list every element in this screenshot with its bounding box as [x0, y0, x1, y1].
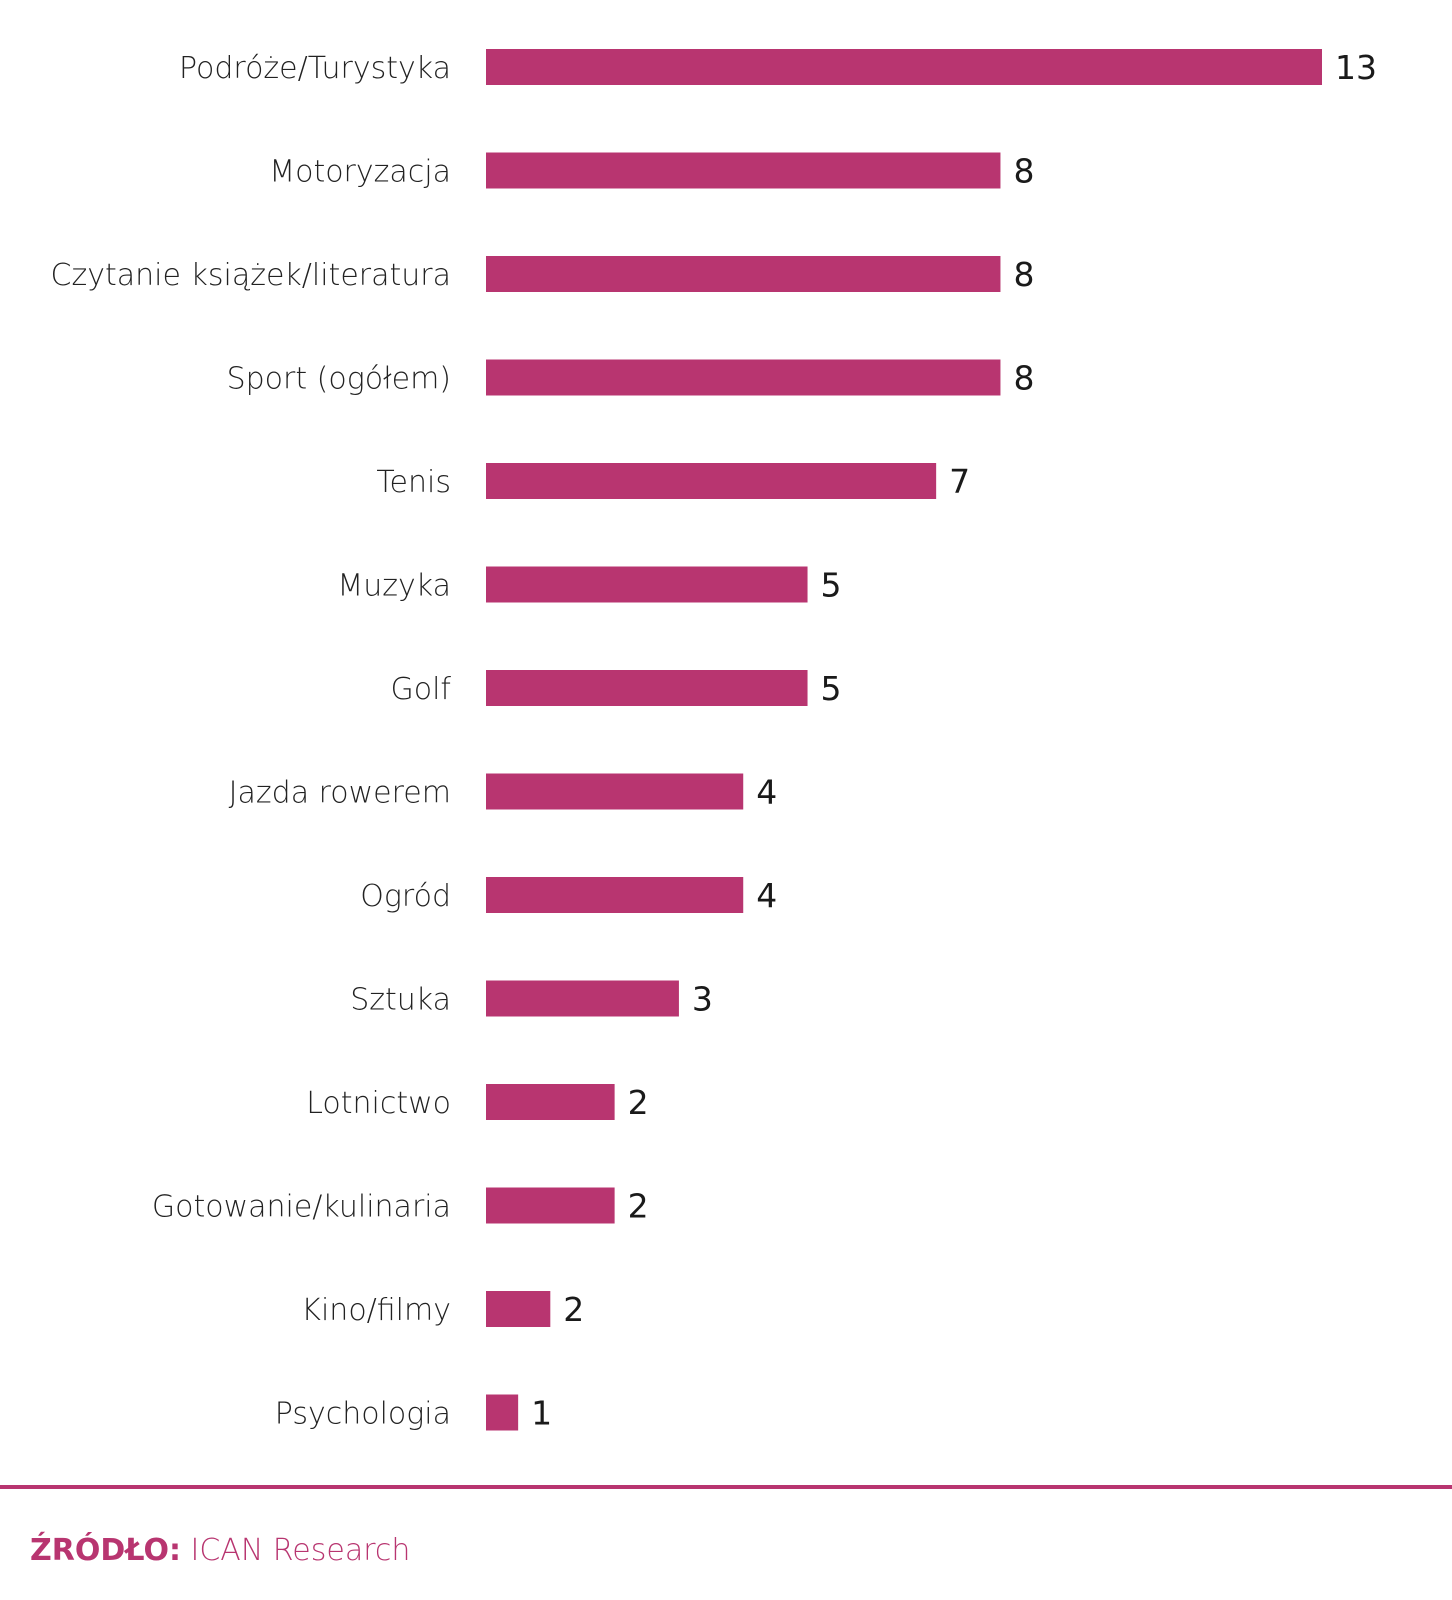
value-label: 7 — [949, 462, 970, 501]
category-label: Ogród — [360, 879, 451, 914]
category-label: Gotowanie/kulinaria — [152, 1190, 451, 1225]
bar — [486, 359, 1001, 396]
bar — [486, 152, 1001, 189]
category-label: Motoryzacja — [269, 155, 451, 190]
value-label: 8 — [1013, 359, 1034, 398]
bar — [486, 773, 744, 810]
category-label: Golf — [391, 672, 452, 707]
category-label: Muzyka — [337, 569, 451, 604]
value-label: 2 — [563, 1290, 584, 1329]
source-text: ICAN Research — [190, 1533, 411, 1568]
value-label: 2 — [628, 1083, 649, 1122]
value-label: 2 — [628, 1187, 649, 1226]
value-label: 4 — [756, 773, 777, 812]
category-label: Kino/filmy — [301, 1293, 451, 1328]
source-label: ŹRÓDŁO: — [30, 1533, 181, 1568]
divider-line — [0, 1485, 1452, 1489]
bar — [486, 670, 808, 706]
value-label: 1 — [531, 1394, 552, 1433]
bar — [486, 1394, 519, 1431]
bar — [486, 980, 679, 1017]
category-label: Sport (ogółem) — [227, 362, 451, 397]
source-note: ŹRÓDŁO: ICAN Research — [30, 1533, 410, 1568]
bar — [486, 1084, 615, 1120]
bar — [486, 463, 937, 499]
value-label: 5 — [821, 566, 842, 605]
value-label: 3 — [692, 980, 713, 1019]
bar — [486, 49, 1322, 85]
category-label: Sztuka — [350, 983, 451, 1018]
bar — [486, 256, 1001, 292]
value-label: 5 — [821, 669, 842, 708]
value-label: 8 — [1013, 255, 1034, 294]
bar — [486, 877, 744, 913]
bar — [486, 1291, 551, 1327]
category-label: Lotnictwo — [306, 1086, 451, 1121]
bar — [486, 1187, 615, 1224]
category-label: Psychologia — [275, 1397, 451, 1432]
category-label: Tenis — [376, 465, 451, 500]
category-label: Jazda rowerem — [229, 776, 451, 811]
value-label: 13 — [1335, 48, 1377, 87]
value-label: 4 — [756, 876, 777, 915]
value-label: 8 — [1013, 152, 1034, 191]
category-label: Czytanie książek/literatura — [51, 258, 451, 293]
bar — [486, 566, 808, 603]
category-label: Podróże/Turystyka — [179, 51, 451, 86]
